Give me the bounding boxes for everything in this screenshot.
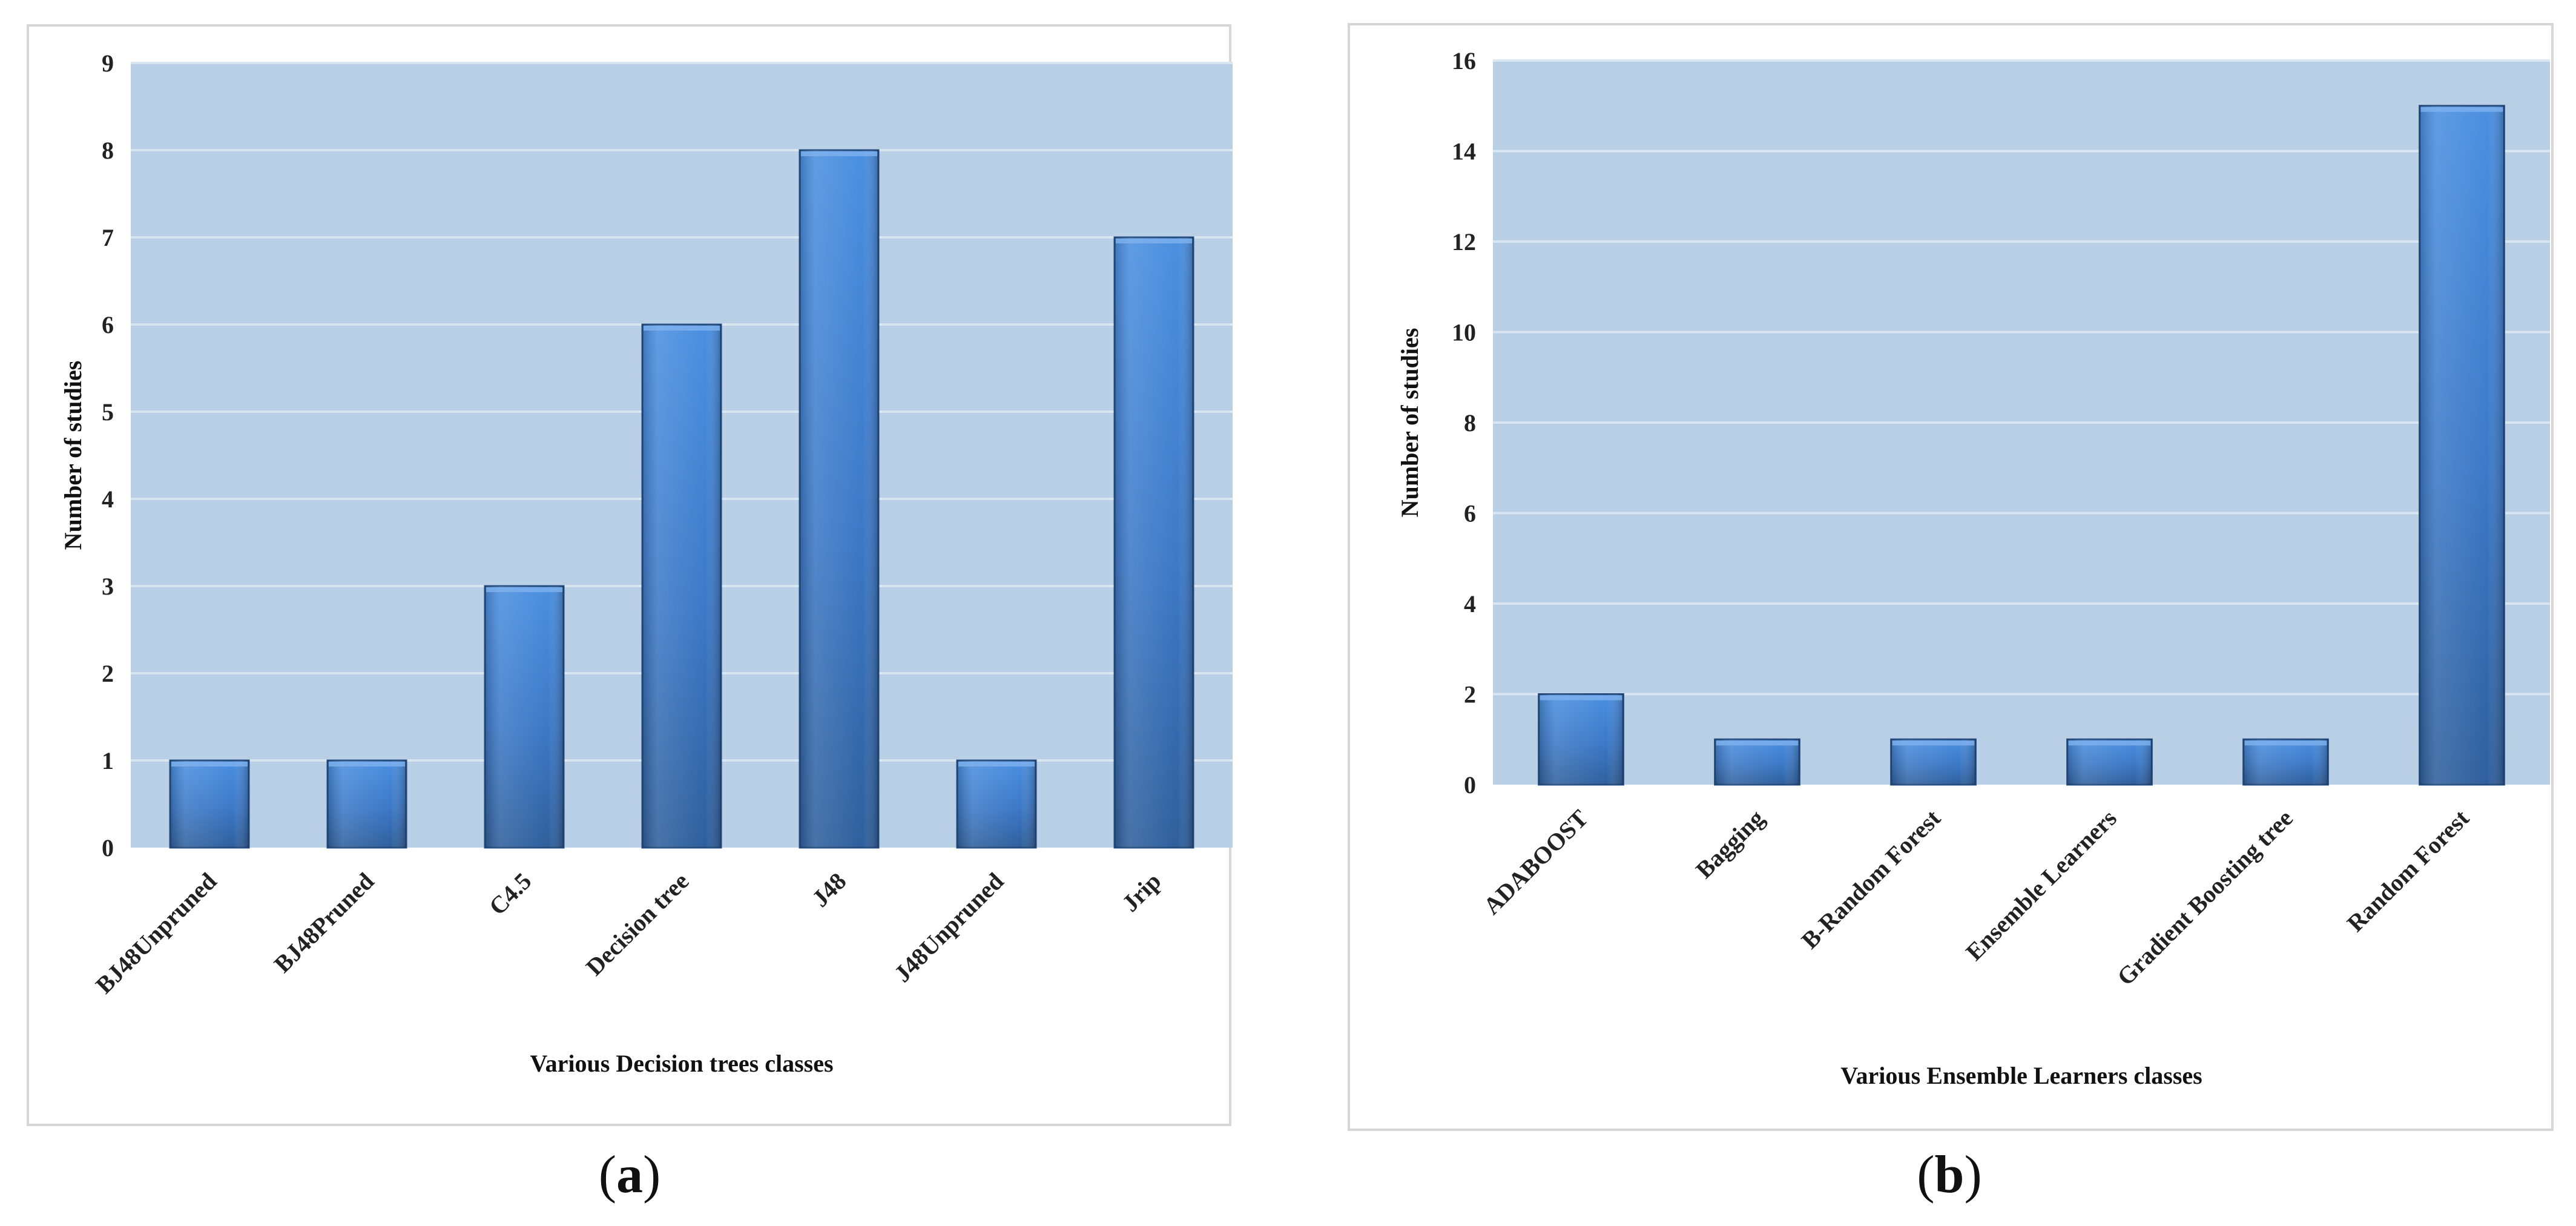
x-tick-labels: ADABOOST Bagging B-Random Forest Ensemble L…: [1478, 804, 2474, 990]
caption-close: ): [1964, 1145, 1982, 1204]
y-tick-label: 10: [1452, 319, 1476, 346]
chart-panel-a: 0 1 2 3 4 5 6 7 8 9 BJ48Unpruned BJ48Pruned C4.5 Dec…: [27, 24, 1233, 1126]
bar: [1890, 738, 1977, 786]
caption-b: (b): [1859, 1144, 2040, 1205]
x-tick-label: C4.5: [484, 868, 537, 921]
y-tick-label: 6: [1464, 500, 1476, 527]
x-tick-label: BJ48Pruned: [269, 868, 380, 978]
chart-panel-b: 0 2 4 6 8 10 12 14 16 ADABOOST Bagging B-Random Fo…: [1348, 23, 2554, 1131]
y-tick-label: 4: [102, 486, 114, 513]
bar: [2242, 738, 2329, 786]
y-tick-label: 14: [1452, 138, 1476, 165]
y-tick-label: 5: [102, 398, 114, 426]
y-tick-label: 3: [102, 573, 114, 600]
caption-open: (: [1917, 1145, 1935, 1204]
bars: [1538, 105, 2505, 786]
bar: [2066, 738, 2153, 786]
bar: [169, 759, 250, 849]
x-axis-title: Various Decision trees classes: [530, 1050, 833, 1077]
bar: [799, 149, 880, 849]
bar: [484, 585, 565, 849]
caption-open: (: [598, 1145, 616, 1204]
bar: [1113, 236, 1194, 849]
bars: [169, 149, 1194, 849]
bar: [956, 759, 1037, 849]
x-tick-label: Ensemble Learners: [1960, 805, 2122, 966]
y-tick-label: 1: [102, 747, 114, 774]
caption-close: ): [643, 1145, 661, 1204]
caption-letter: b: [1934, 1145, 1965, 1204]
chart-a-svg: 0 1 2 3 4 5 6 7 8 9 BJ48Unpruned BJ48Pruned C4.5 Dec…: [59, 50, 1233, 1077]
bar: [641, 323, 722, 849]
x-tick-label: B-Random Forest: [1796, 804, 1946, 954]
bar: [1714, 738, 1800, 786]
y-tick-label: 8: [1464, 409, 1476, 437]
bar: [2419, 105, 2505, 786]
y-tick-labels: 0 1 2 3 4 5 6 7 8 9: [102, 50, 114, 862]
y-tick-label: 2: [102, 660, 114, 687]
y-axis-title: Number of studies: [59, 361, 87, 550]
x-tick-label: J48: [806, 868, 851, 912]
x-tick-label: Bagging: [1690, 805, 1770, 884]
x-tick-label: Jrip: [1116, 868, 1166, 917]
y-tick-label: 8: [102, 137, 114, 164]
x-tick-label: J48Unpruned: [889, 868, 1009, 987]
bar: [326, 759, 407, 849]
y-tick-label: 6: [102, 311, 114, 338]
x-tick-label: Decision tree: [581, 868, 694, 981]
x-tick-labels: BJ48Unpruned BJ48Pruned C4.5 Decision tree J…: [90, 868, 1166, 999]
y-tick-label: 4: [1464, 590, 1476, 618]
x-tick-label: Gradient Boosting tree: [2112, 805, 2298, 991]
x-tick-label: Random Forest: [2342, 804, 2475, 937]
y-axis-title: Number of studies: [1396, 328, 1423, 518]
y-tick-label: 7: [102, 224, 114, 251]
caption-a: (a): [539, 1144, 720, 1205]
chart-b-svg: 0 2 4 6 8 10 12 14 16 ADABOOST Bagging B-Random Fo…: [1396, 47, 2550, 1089]
y-tick-label: 12: [1452, 228, 1476, 255]
x-axis-title: Various Ensemble Learners classes: [1840, 1062, 2202, 1089]
caption-letter: a: [616, 1145, 643, 1204]
y-tick-label: 2: [1464, 681, 1476, 708]
y-tick-labels: 0 2 4 6 8 10 12 14 16: [1452, 47, 1476, 799]
y-tick-label: 16: [1452, 47, 1476, 74]
y-tick-label: 0: [1464, 771, 1476, 799]
x-tick-label: BJ48Unpruned: [90, 868, 222, 999]
gridlines: [1493, 59, 2550, 696]
y-tick-label: 9: [102, 50, 114, 77]
bar: [1538, 693, 1624, 786]
x-tick-label: ADABOOST: [1478, 804, 1593, 920]
y-tick-label: 0: [102, 834, 114, 862]
